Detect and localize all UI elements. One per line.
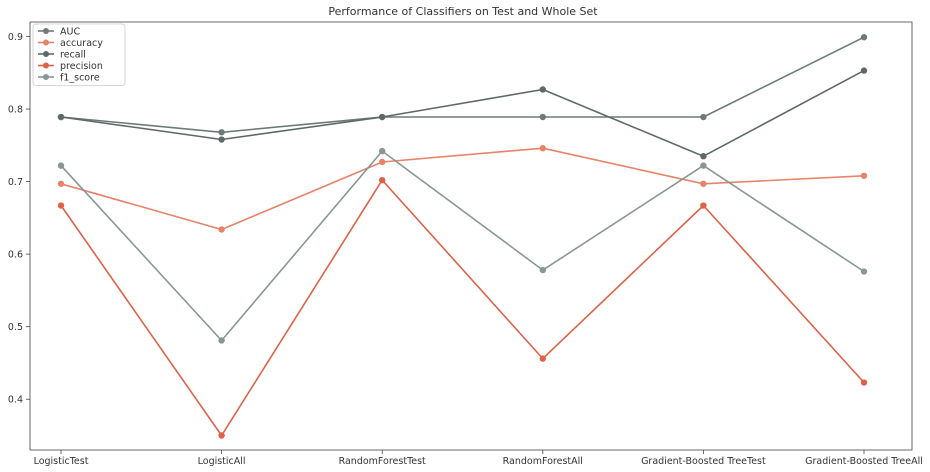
data-point [57, 202, 65, 209]
data-point [700, 113, 707, 121]
legend-box [32, 23, 126, 86]
legend-swatch-marker [43, 39, 49, 46]
series-recall [57, 67, 868, 160]
x-tick-label: LogisticTest [34, 456, 89, 467]
data-point [700, 180, 707, 187]
data-point [379, 176, 386, 184]
data-point [218, 129, 225, 136]
legend-item: AUC [38, 26, 80, 37]
data-point [57, 180, 65, 187]
series-line [60, 179, 865, 437]
y-tick-label: 0.9 [8, 32, 23, 43]
data-point [539, 86, 546, 93]
legend-item: accuracy [38, 38, 103, 49]
legend-item: f1_score [38, 72, 100, 83]
legend-label: accuracy [60, 38, 103, 49]
plot-area [29, 21, 913, 451]
data-point [860, 379, 868, 386]
series-f1-score [57, 147, 868, 344]
data-point [539, 355, 546, 362]
legend-label: AUC [60, 26, 80, 37]
data-point [860, 172, 868, 179]
y-tick-label: 0.7 [8, 177, 23, 188]
legend-item: recall [38, 49, 86, 60]
series-line [60, 147, 865, 231]
data-point [860, 34, 868, 41]
x-tick-label: LogisticAll [198, 456, 246, 467]
y-tick-label: 0.8 [8, 105, 23, 116]
x-tick-label: RandomForestTest [339, 456, 426, 467]
y-tick-label: 0.5 [8, 322, 23, 333]
y-tick-label: 0.4 [8, 395, 23, 406]
y-tick-label: 0.6 [8, 250, 23, 261]
data-point [57, 113, 65, 121]
data-point [860, 67, 868, 74]
legend-label: recall [60, 49, 86, 60]
series-line [60, 150, 865, 342]
legend-swatch-marker [43, 74, 49, 80]
data-point [379, 113, 386, 121]
data-point [218, 337, 225, 344]
series-line [60, 69, 865, 157]
data-point [379, 147, 386, 155]
data-point [218, 432, 225, 439]
x-tick-label: Gradient-Boosted TreeTest [641, 456, 766, 467]
series-line [60, 36, 865, 134]
legend-item: precision [38, 61, 103, 72]
data-point [700, 202, 707, 209]
legend-swatch-marker [43, 28, 49, 34]
data-point [539, 145, 546, 152]
data-point [218, 226, 225, 233]
x-tick-label: RandomForestAll [503, 456, 583, 467]
series-AUC [57, 34, 868, 136]
series-accuracy [57, 145, 868, 233]
chart-title: Performance of Classifiers on Test and W… [328, 5, 598, 18]
data-point [539, 266, 546, 274]
legend-swatch-marker [43, 51, 49, 57]
data-point [700, 153, 707, 160]
data-point [700, 162, 707, 169]
data-point [379, 158, 386, 166]
series-group [57, 34, 868, 439]
legend-swatch-marker [43, 62, 49, 69]
data-point [218, 136, 225, 143]
data-point [57, 162, 65, 169]
y-axis: 0.4 0.5 0.6 0.7 0.8 0.9 [8, 32, 30, 406]
legend-label: f1_score [60, 72, 100, 83]
data-point [539, 113, 546, 121]
data-point [860, 268, 868, 275]
x-tick-label: Gradient-Boosted TreeAll [805, 456, 923, 467]
legend-label: precision [60, 61, 103, 72]
x-axis: LogisticTest LogisticAll RandomForestTest R… [34, 450, 923, 467]
series-precision [57, 176, 868, 439]
